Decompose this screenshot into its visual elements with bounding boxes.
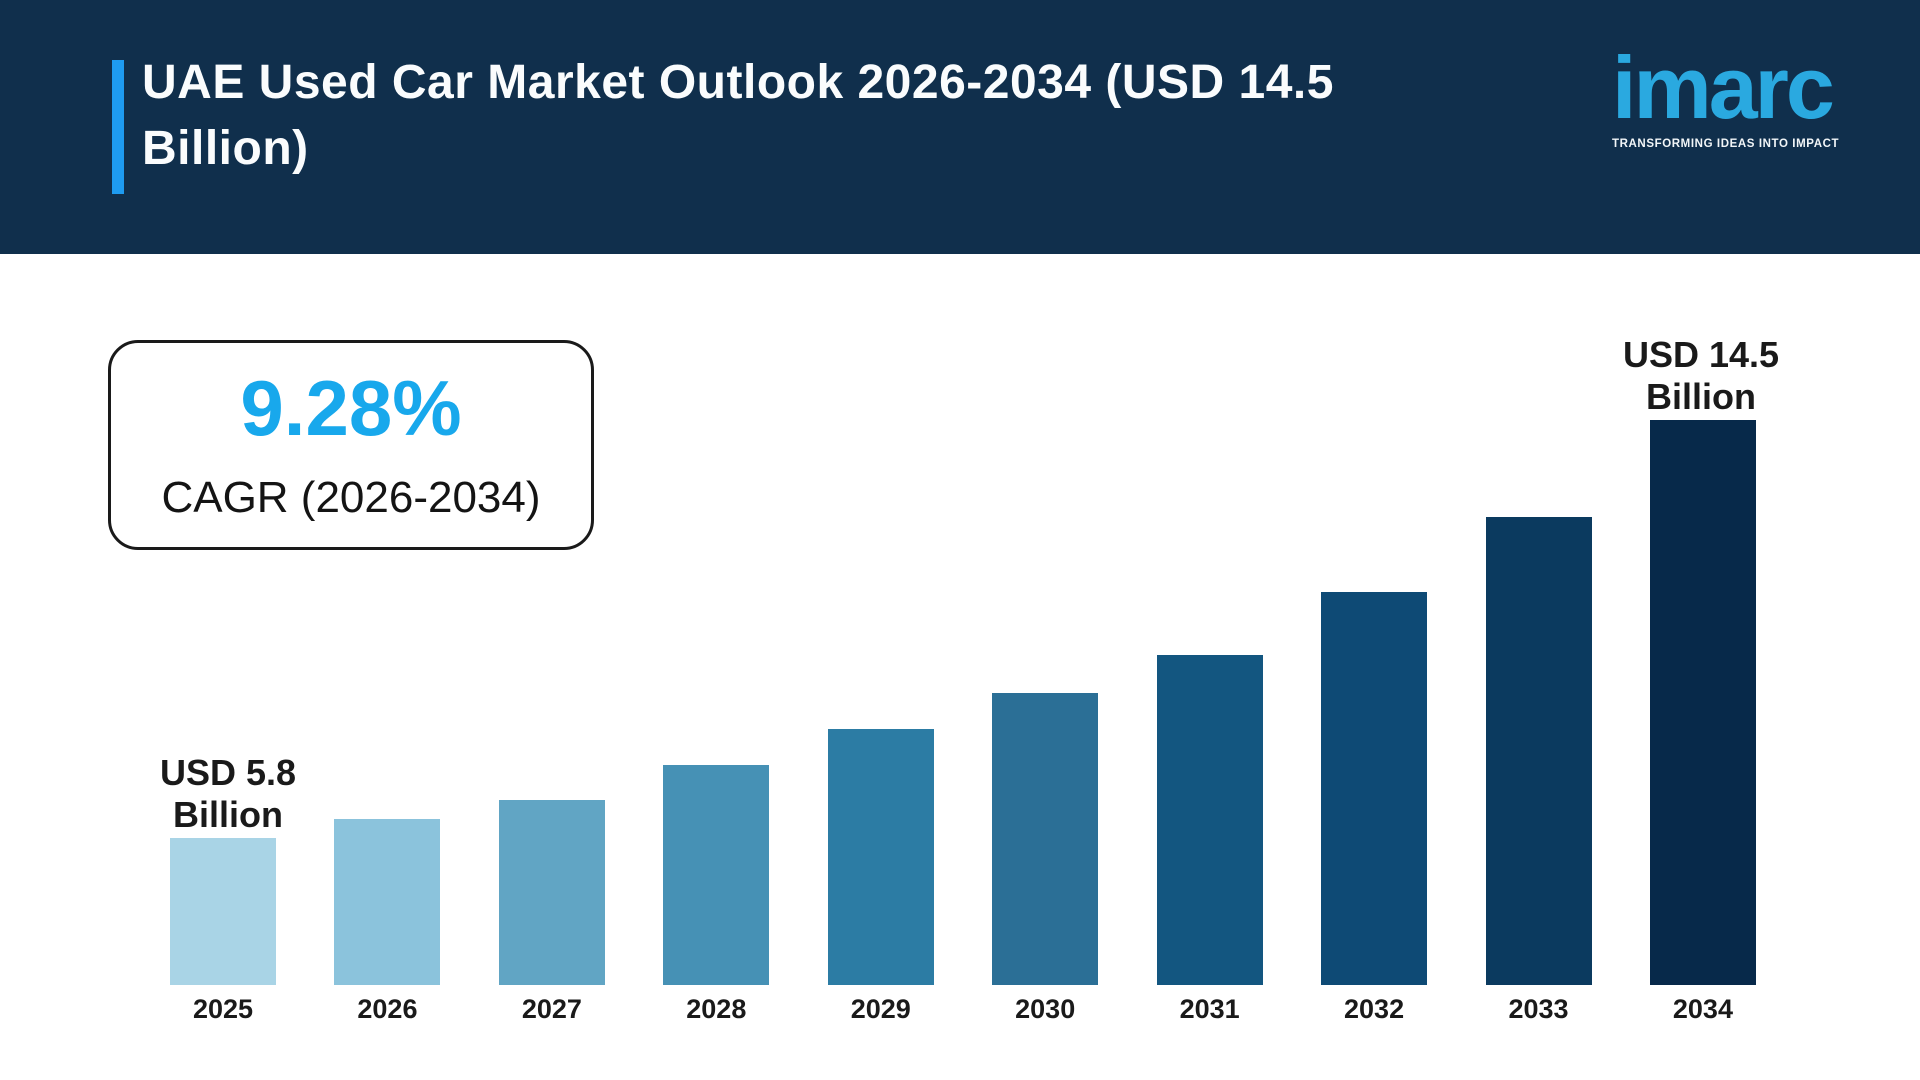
bar-column: 2026 <box>334 819 441 1024</box>
bar-column: 2033 <box>1485 517 1592 1024</box>
x-axis-label: 2031 <box>1179 994 1240 1024</box>
bar-column: 2031 <box>1156 655 1263 1024</box>
x-axis-label: 2028 <box>686 994 747 1024</box>
cagr-label: CAGR (2026-2034) <box>161 473 541 522</box>
page-title-line2: Billion) <box>142 122 309 175</box>
value-label-2034-line1: USD 14.5 <box>1622 334 1780 375</box>
x-axis-label: 2033 <box>1508 994 1569 1024</box>
bar-column: 2028 <box>663 765 770 1024</box>
bar-column: 2032 <box>1321 592 1428 1024</box>
x-axis-label: 2030 <box>1015 994 1076 1024</box>
bar-2032 <box>1321 592 1428 985</box>
bar-2029 <box>827 729 934 985</box>
bar-column: 2027 <box>498 800 605 1024</box>
x-axis-label: 2027 <box>521 994 582 1024</box>
value-label-2034-line2: Billion <box>1646 376 1756 417</box>
header-banner: UAE Used Car Market Outlook 2026-2034 (U… <box>0 0 1920 254</box>
cagr-card: 9.28% CAGR (2026-2034) <box>108 340 594 550</box>
x-axis-label: 2029 <box>850 994 911 1024</box>
bar-2034 <box>1649 420 1756 985</box>
bar-2025 <box>170 838 276 985</box>
value-label-2034: USD 14.5 Billion <box>1571 334 1831 418</box>
x-axis-label: 2026 <box>357 994 418 1024</box>
x-axis-label: 2025 <box>192 994 254 1024</box>
value-label-2025-line1: USD 5.8 <box>159 752 297 793</box>
x-axis-label: 2032 <box>1344 994 1405 1024</box>
bar-2028 <box>663 765 770 985</box>
bar-2031 <box>1156 655 1263 985</box>
title-accent-bar <box>112 60 124 194</box>
cagr-value: 9.28% <box>240 364 462 452</box>
bar-2033 <box>1485 517 1592 985</box>
bar-chart: 2025 2026 2027 2028 2029 2030 2031 2032 <box>170 420 1756 1023</box>
imarc-logo-wordmark: imarc <box>1612 38 1835 137</box>
bar-column: 2025 <box>170 838 276 1023</box>
bar-column: 2030 <box>992 693 1099 1024</box>
value-label-2025: USD 5.8 Billion <box>98 752 358 836</box>
bar-2027 <box>498 800 605 985</box>
page-title-line1: UAE Used Car Market Outlook 2026-2034 (U… <box>142 56 1334 109</box>
page-title: UAE Used Car Market Outlook 2026-2034 (U… <box>142 50 1602 182</box>
imarc-logo: imarc TRANSFORMING IDEAS INTO IMPACT <box>1612 38 1862 151</box>
value-label-2025-line2: Billion <box>173 794 283 835</box>
imarc-logo-tagline: TRANSFORMING IDEAS INTO IMPACT <box>1612 138 1840 150</box>
bar-column: 2029 <box>827 729 934 1024</box>
x-axis-label: 2034 <box>1672 994 1733 1024</box>
bar-2030 <box>992 693 1099 985</box>
bar-column: 2034 <box>1649 420 1756 1024</box>
bar-2026 <box>334 819 441 985</box>
